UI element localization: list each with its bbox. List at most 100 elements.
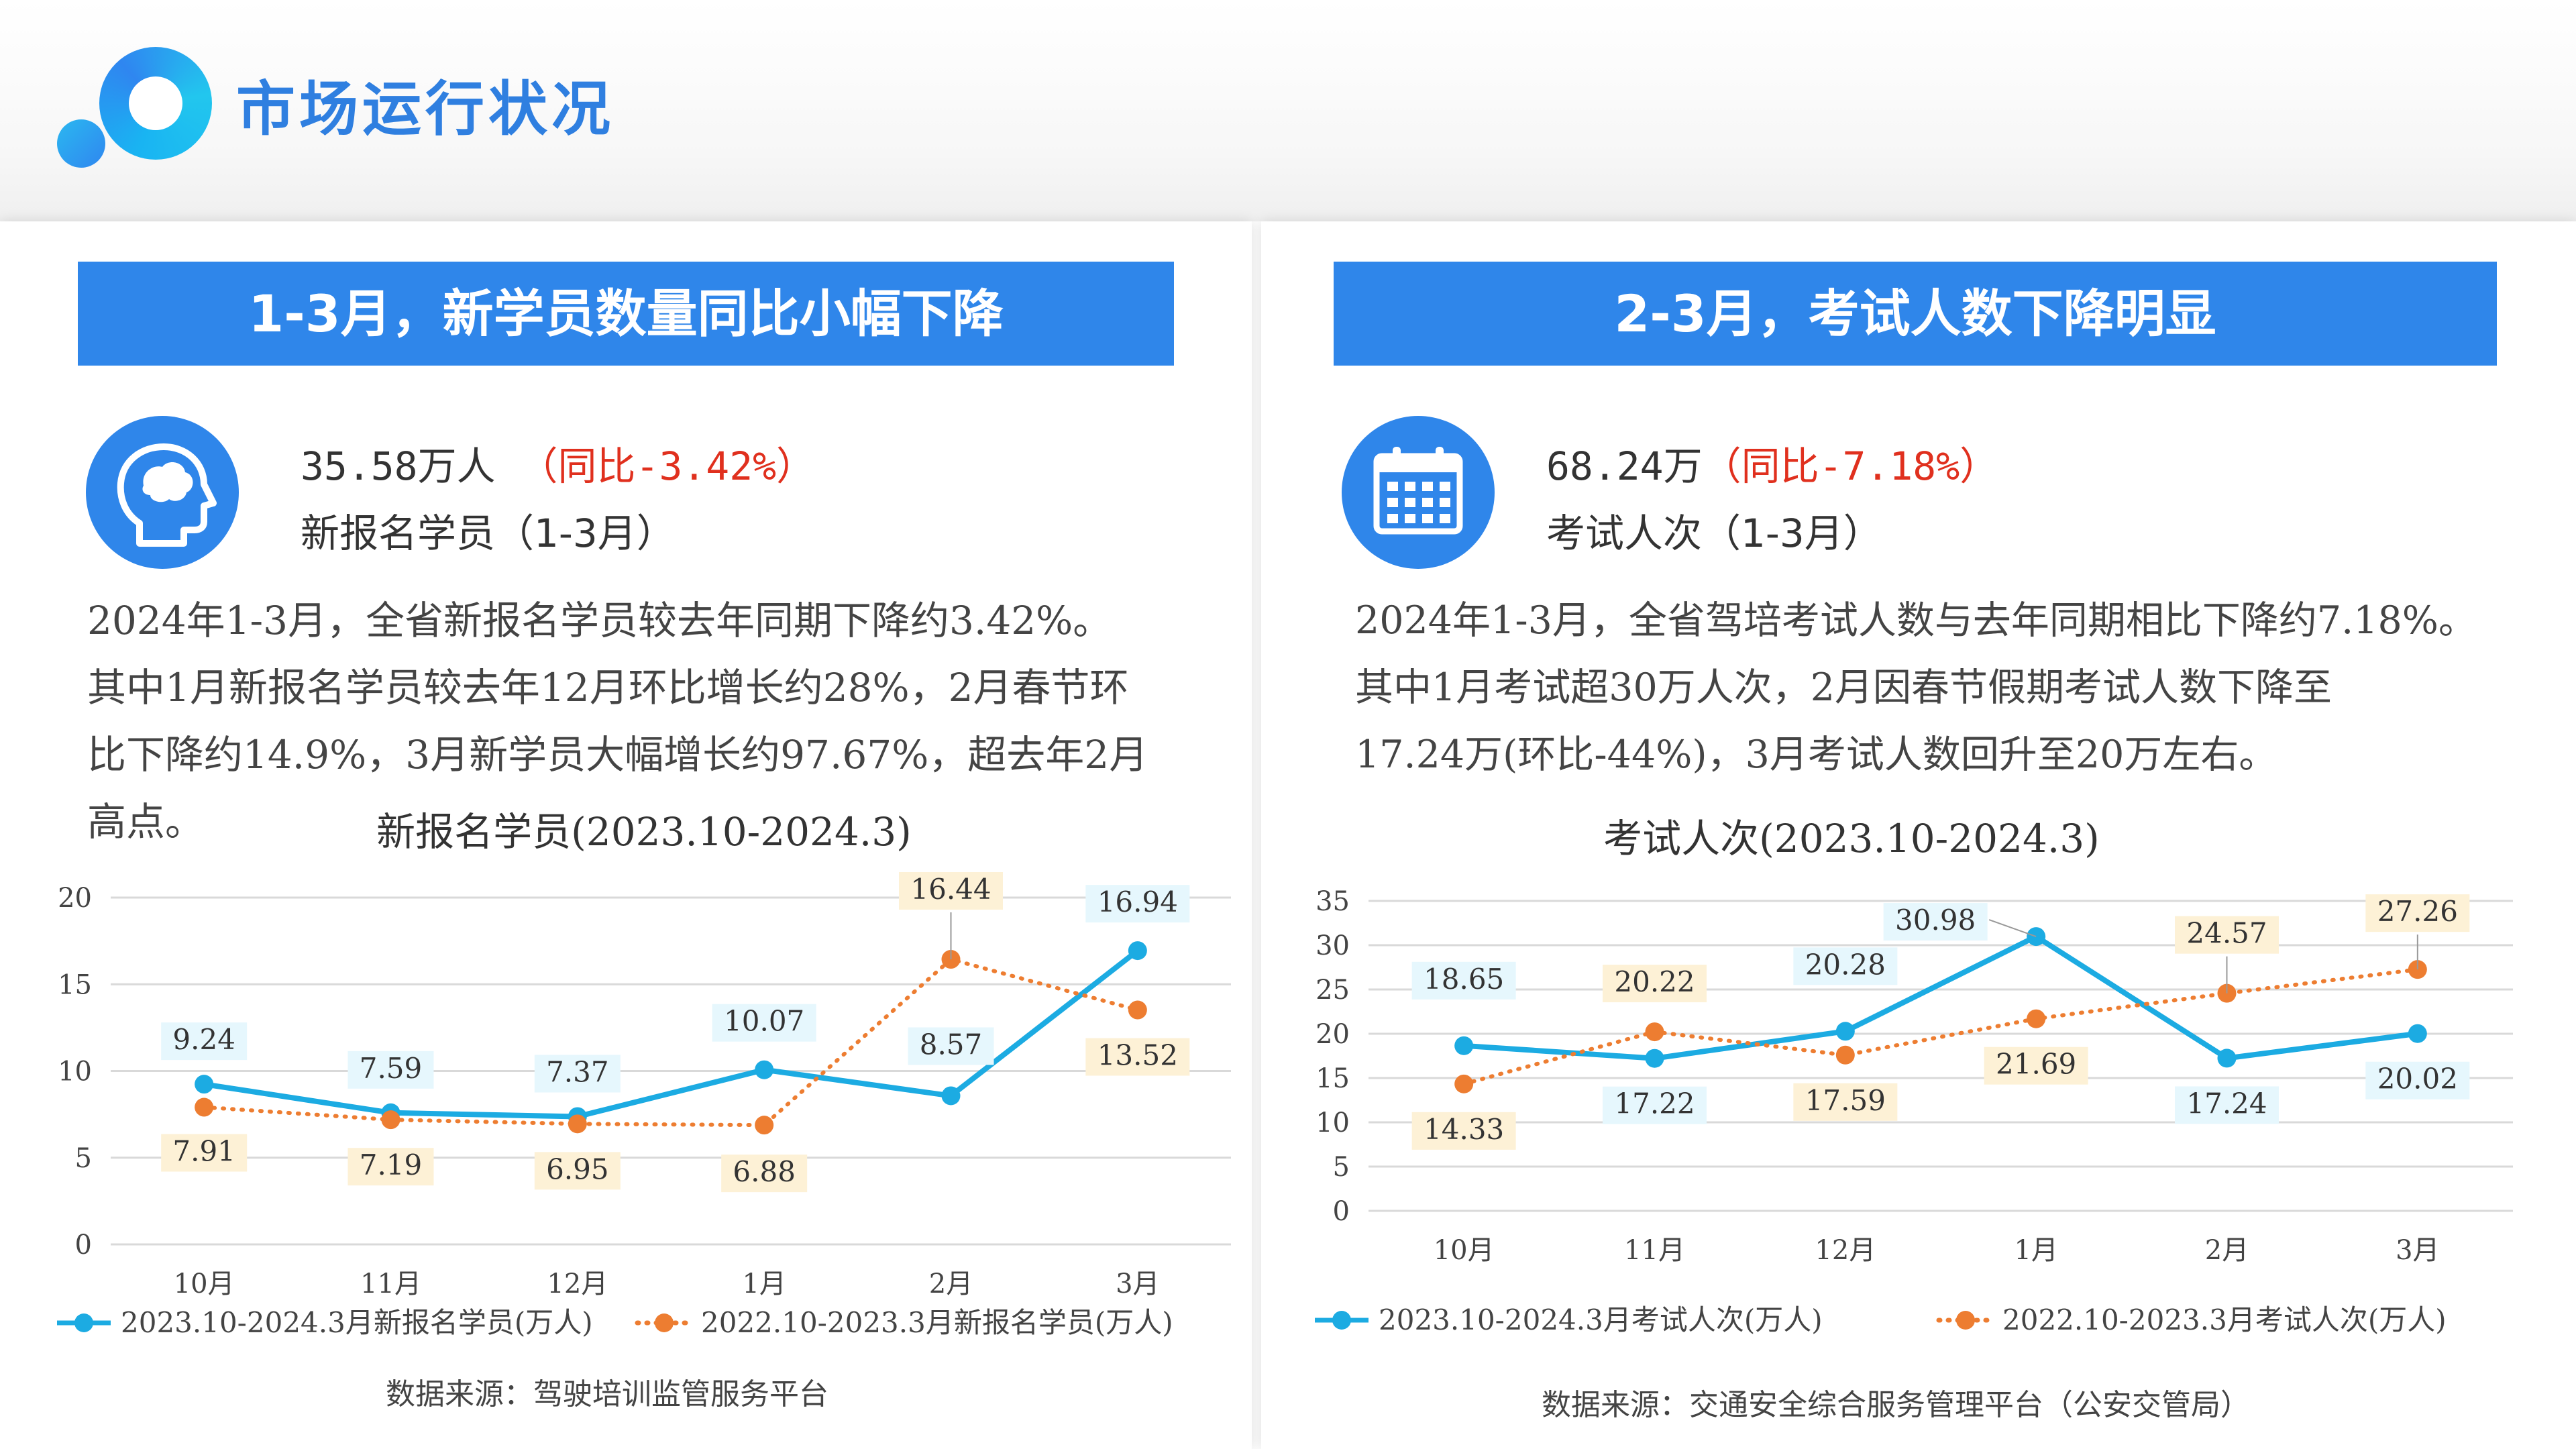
data-point [2217, 1049, 2237, 1068]
logo-small-circle [57, 119, 105, 168]
y-tick-label: 30 [1316, 930, 1350, 961]
page-title: 市场运行状况 [236, 74, 615, 144]
left-source: 数据来源：驾驶培训监管服务平台 [386, 1377, 828, 1411]
data-label-bg [721, 1155, 808, 1193]
right-stat: 68.24万（同比-7.18%） [1546, 435, 1998, 491]
logo-ring-icon [99, 47, 212, 160]
data-label: 7.91 [172, 1135, 235, 1168]
data-label-bg [1603, 1086, 1707, 1124]
data-label-bg [2365, 894, 2470, 932]
y-tick-label: 25 [1316, 975, 1350, 1006]
data-label-bg [1793, 1083, 1898, 1121]
left-banner: 1-3月，新学员数量同比小幅下降 [78, 262, 1174, 366]
data-label-bg [347, 1051, 434, 1089]
right-paragraph-line: 17.24万(环比-44%)，3月考试人数回升至20万左右。 [1355, 733, 2277, 777]
data-point [1835, 1022, 1855, 1041]
data-label: 24.57 [2186, 917, 2267, 950]
left-stat: 35.58万人 （同比-3.42%） [301, 435, 815, 491]
data-label-bg [161, 1134, 248, 1172]
data-label: 10.07 [724, 1005, 804, 1038]
data-label-bg [899, 872, 1003, 910]
left-panel: 1-3月，新学员数量同比小幅下降 35.58万人 （同比-3.42%） 新报名学… [0, 221, 1252, 1449]
right-line-chart: 考试人次(2023.10-2024.3) 0 5 10 15 20 25 30 35 10月 11月… [1315, 816, 2513, 1336]
data-label-bg [161, 1022, 248, 1061]
x-tick-label: 12月 [1815, 1235, 1876, 1266]
x-tick-label: 1月 [2014, 1235, 2057, 1266]
y-tick-label: 5 [75, 1143, 92, 1174]
left-stat-label: 新报名学员（1-3月） [301, 511, 676, 556]
left-paragraph-line: 其中1月新报名学员较去年12月环比增长约28%，2月春节环 [87, 665, 1129, 710]
leader-line [1988, 919, 2037, 938]
data-label-bg [1411, 1112, 1516, 1150]
data-label: 8.57 [920, 1028, 983, 1061]
data-label-bg [2175, 1086, 2279, 1124]
data-label-bg [1085, 1038, 1190, 1076]
legend-swatch-marker [655, 1313, 674, 1332]
x-tick-label: 3月 [1116, 1269, 1159, 1299]
series-line [203, 948, 1140, 1120]
data-point [2217, 983, 2237, 1003]
data-label: 21.69 [1996, 1048, 2076, 1081]
data-label: 6.88 [733, 1155, 796, 1188]
y-tick-label: 0 [1333, 1196, 1350, 1227]
data-label-bg [712, 1004, 816, 1042]
data-label: 13.52 [1097, 1039, 1178, 1072]
left-paragraph-line: 比下降约14.9%，3月新学员大幅增长约97.67%，超去年2月 [87, 732, 1148, 777]
data-label: 20.28 [1805, 948, 1886, 981]
calendar-icon [1342, 416, 1495, 569]
data-point [1454, 1036, 1474, 1055]
legend-label: 2022.10-2023.3月考试人次(万人) [2002, 1303, 2447, 1336]
data-point [195, 1097, 214, 1117]
right-paragraph-line: 2024年1-3月，全省驾培考试人数与去年同期相比下降约7.18%。 [1355, 598, 2477, 643]
x-tick-label: 2月 [2205, 1235, 2249, 1266]
data-label-bg [1793, 947, 1898, 985]
right-paragraph-line: 其中1月考试超30万人次，2月因春节假期考试人数下降至 [1355, 665, 2332, 710]
data-point [2408, 1024, 2427, 1043]
data-label: 7.19 [360, 1148, 423, 1181]
legend-label: 2022.10-2023.3月新报名学员(万人) [701, 1306, 1173, 1339]
series-line [1462, 967, 2420, 1086]
y-tick-label: 35 [1316, 886, 1350, 917]
data-point [1645, 1049, 1664, 1068]
right-panel: 2-3月，考试人数下降明显 68.24万（同比-7.18%） 考试人次（1-3月… [1261, 221, 2576, 1449]
data-label: 6.95 [546, 1152, 609, 1185]
data-label: 16.44 [910, 873, 991, 906]
x-tick-label: 11月 [360, 1269, 421, 1299]
data-label-bg [534, 1055, 621, 1093]
x-tick-label: 10月 [174, 1269, 235, 1299]
legend-swatch-marker [1956, 1311, 1975, 1330]
data-point [1454, 1074, 1474, 1093]
left-paragraph-line: 2024年1-3月，全省新报名学员较去年同期下降约3.42%。 [87, 598, 1112, 643]
data-label-bg [534, 1152, 621, 1190]
series-line [1463, 933, 2418, 1061]
data-point [568, 1114, 587, 1134]
data-point [755, 1116, 774, 1135]
x-tick-label: 1月 [742, 1269, 786, 1299]
x-tick-label: 12月 [547, 1269, 608, 1299]
y-tick-label: 0 [75, 1230, 92, 1260]
data-label-bg [2365, 1061, 2470, 1099]
x-tick-label: 2月 [929, 1269, 973, 1299]
header-background [0, 0, 2576, 221]
data-label: 17.22 [1614, 1087, 1695, 1120]
data-label-bg [1411, 961, 1516, 1000]
y-tick-label: 5 [1333, 1152, 1350, 1183]
y-tick-label: 20 [58, 883, 92, 914]
data-label: 14.33 [1424, 1113, 1504, 1146]
data-label-bg [347, 1148, 434, 1186]
legend-label: 2023.10-2024.3月新报名学员(万人) [121, 1306, 593, 1339]
data-label: 7.37 [546, 1055, 609, 1088]
data-label: 16.94 [1097, 885, 1178, 918]
chart-title: 考试人次(2023.10-2024.3) [1603, 816, 2100, 861]
data-point [195, 1075, 214, 1094]
data-label-bg [1085, 885, 1190, 923]
head-icon [86, 416, 239, 569]
data-label: 17.24 [2186, 1087, 2267, 1120]
data-label-bg [908, 1027, 994, 1065]
data-label: 27.26 [2377, 895, 2458, 928]
right-stat-value: 68.24万 [1546, 443, 1703, 489]
right-source: 数据来源：交通安全综合服务管理平台（公安交管局） [1542, 1388, 2250, 1422]
data-label: 17.59 [1805, 1084, 1886, 1117]
data-point [1128, 1000, 1147, 1020]
data-label: 30.98 [1895, 904, 1976, 936]
